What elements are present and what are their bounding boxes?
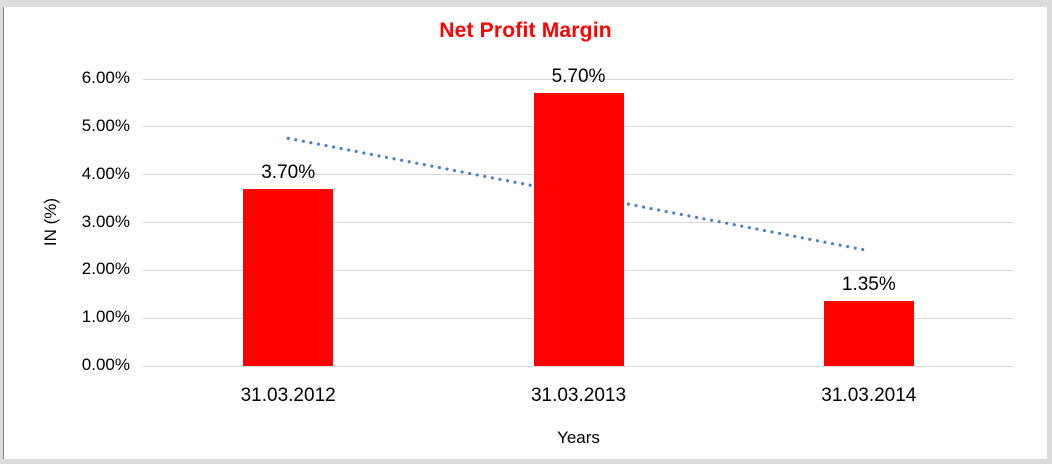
y-tick-label: 0.00% (81, 355, 130, 374)
y-tick-label: 2.00% (81, 259, 130, 279)
chart-title: Net Profit Margin (439, 19, 612, 42)
chart-area: Net Profit Margin IN (%) Years 0.00% 1.00… (3, 7, 1047, 459)
x-axis-title: Years (557, 428, 600, 447)
gridline (143, 78, 1014, 80)
gridline (143, 365, 1014, 367)
bar-value-label: 5.70% (551, 66, 606, 88)
y-tick-label: 1.00% (81, 307, 130, 327)
y-tick-label: 5.00% (81, 115, 130, 135)
x-category-label: 31.03.2013 (530, 385, 627, 406)
y-tick-label: 3.00% (81, 211, 130, 231)
bar (823, 301, 914, 366)
bar-value-label: 1.35% (841, 274, 896, 296)
plot-area (143, 78, 1014, 367)
bar (533, 93, 624, 366)
x-category-label: 31.03.2014 (821, 385, 917, 406)
y-tick-label: 4.00% (81, 163, 130, 183)
trendline (286, 136, 871, 253)
y-tick-label: 6.00% (81, 68, 130, 87)
bar (243, 189, 334, 366)
bar-value-label: 3.70% (261, 162, 316, 184)
x-category-label: 31.03.2012 (240, 385, 336, 406)
